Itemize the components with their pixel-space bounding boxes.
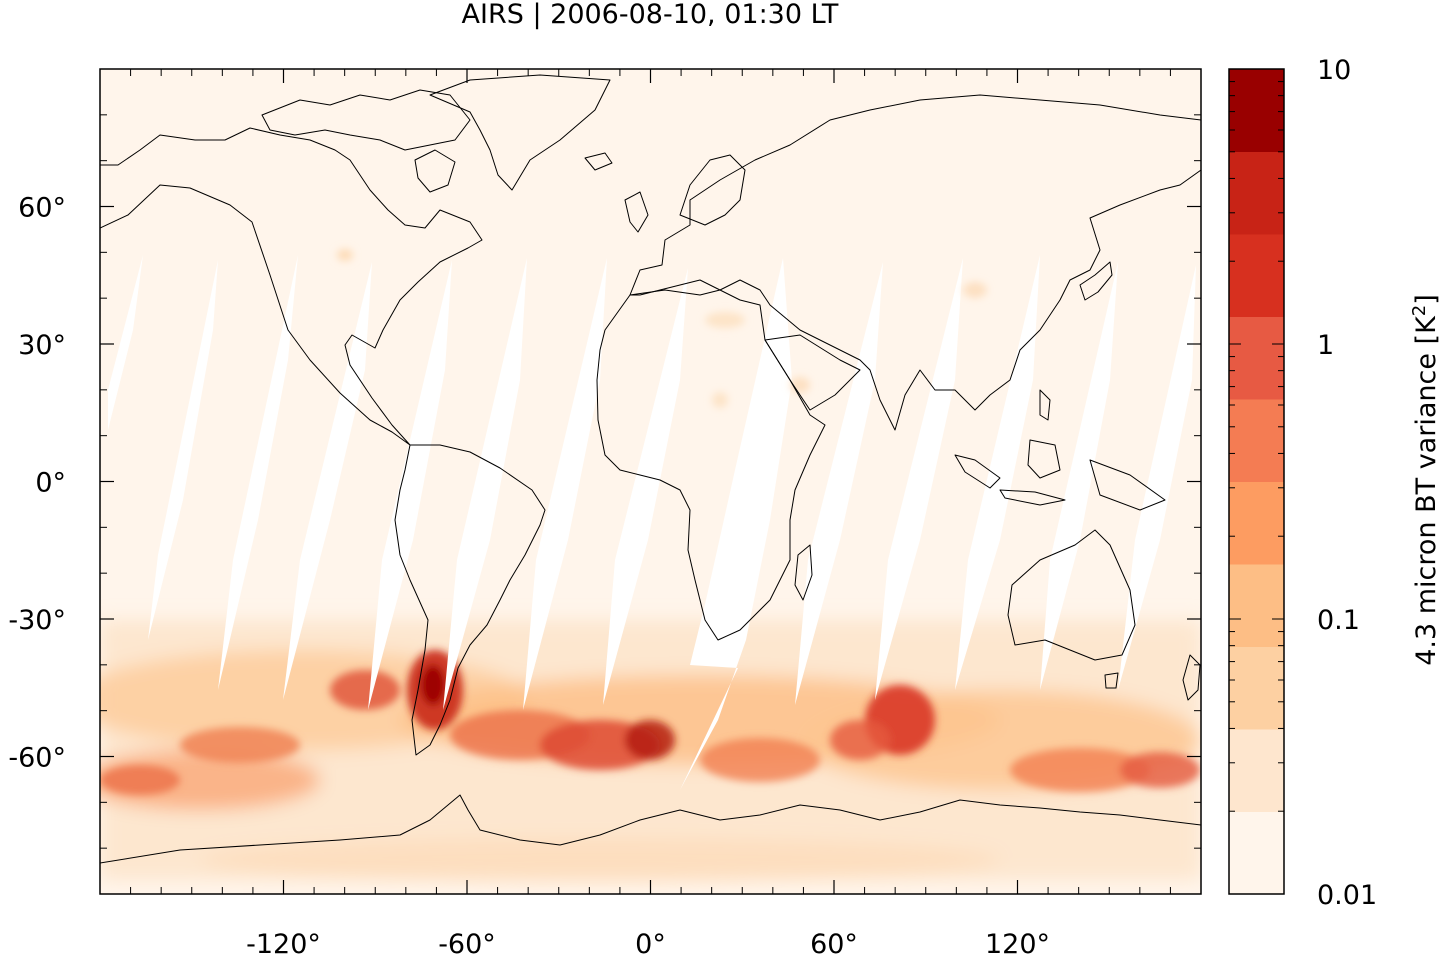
colorbar-segments bbox=[1229, 69, 1284, 895]
hotspot bbox=[180, 727, 300, 763]
x-tick-label: 60° bbox=[810, 929, 858, 956]
hotspot bbox=[625, 720, 675, 760]
colorbar-segment bbox=[1229, 564, 1284, 647]
y-tick-label: -30° bbox=[8, 605, 66, 636]
hotspot bbox=[1120, 752, 1200, 788]
colorbar-tick-label: 0.1 bbox=[1317, 605, 1360, 636]
colorbar-tick-labels: 10 1 0.1 0.01 bbox=[1317, 55, 1377, 911]
blob bbox=[712, 392, 728, 408]
map-panel: -120° -60° 0° 60° 120° 60° 30° 0° -30° -60° bbox=[8, 69, 1201, 956]
hotspot bbox=[830, 720, 890, 760]
x-tick-labels: -120° -60° 0° 60° 120° bbox=[246, 929, 1050, 956]
colorbar-segment bbox=[1229, 647, 1284, 730]
colorbar-segment bbox=[1229, 729, 1284, 812]
y-tick-label: 30° bbox=[18, 330, 66, 361]
colorbar-segment bbox=[1229, 399, 1284, 482]
colorbar: 10 1 0.1 0.01 4.3 micron BT variance [K2] bbox=[1229, 55, 1442, 911]
colorbar-label-end: ] bbox=[1411, 294, 1442, 305]
figure-title: AIRS | 2006-08-10, 01:30 LT bbox=[462, 0, 839, 30]
x-tick-label: -60° bbox=[438, 929, 496, 956]
y-tick-label: 60° bbox=[18, 193, 66, 224]
colorbar-segment bbox=[1229, 812, 1284, 895]
blob bbox=[963, 282, 987, 298]
colorbar-label: 4.3 micron BT variance [K2] bbox=[1409, 294, 1442, 666]
colorbar-segment bbox=[1229, 317, 1284, 400]
hotspot bbox=[330, 670, 400, 710]
variance-field bbox=[70, 620, 1201, 882]
y-tick-label: 0° bbox=[35, 468, 66, 499]
x-tick-label: -120° bbox=[246, 929, 321, 956]
blob bbox=[705, 312, 745, 328]
band-patch bbox=[200, 838, 1000, 882]
colorbar-segment bbox=[1229, 234, 1284, 317]
blob bbox=[337, 249, 353, 261]
x-tick-label: 120° bbox=[985, 929, 1050, 956]
colorbar-segment bbox=[1229, 152, 1284, 235]
x-tick-label: 0° bbox=[635, 929, 666, 956]
hotspot bbox=[700, 738, 820, 782]
colorbar-tick-label: 10 bbox=[1317, 55, 1351, 86]
y-tick-label: -60° bbox=[8, 743, 66, 774]
colorbar-label-sup: 2 bbox=[1409, 305, 1430, 316]
colorbar-segment bbox=[1229, 69, 1284, 152]
hotspot bbox=[100, 765, 180, 795]
y-tick-labels: 60° 30° 0° -30° -60° bbox=[8, 193, 66, 774]
colorbar-tick-label: 0.01 bbox=[1317, 880, 1377, 911]
colorbar-tick-label: 1 bbox=[1317, 330, 1334, 361]
colorbar-segment bbox=[1229, 482, 1284, 565]
hotspot-max bbox=[421, 665, 445, 705]
colorbar-label-main: 4.3 micron BT variance [K bbox=[1411, 315, 1442, 666]
